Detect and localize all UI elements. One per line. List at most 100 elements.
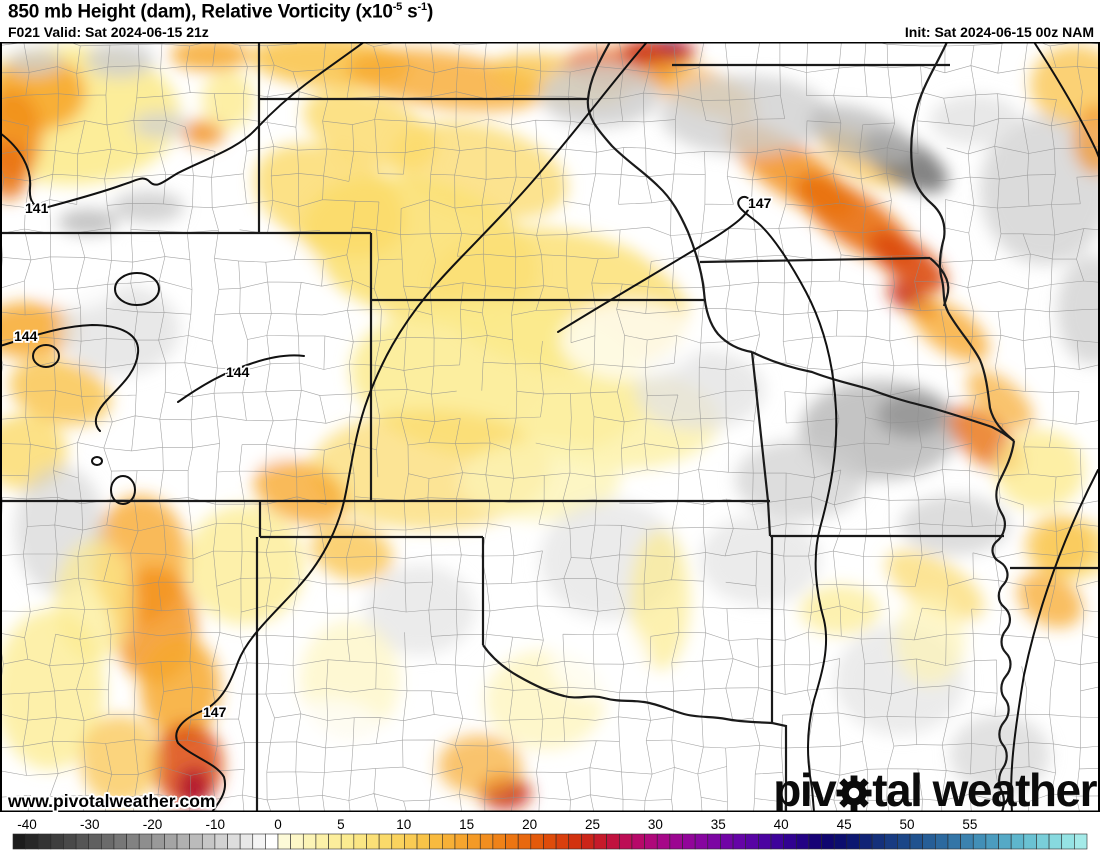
height-contour	[1010, 469, 1099, 812]
colorbar-tick-label: 10	[396, 817, 411, 832]
vorticity-blob	[438, 735, 522, 795]
height-contour	[557, 195, 838, 812]
colorbar-cell	[12, 833, 26, 850]
closed-height-contour	[91, 456, 103, 466]
logo-text-left: piv	[773, 764, 836, 816]
river-border	[929, 257, 950, 307]
colorbar-canvas: -40 -30 -20 -10 0 5 10 15 20 25 30 35 40 45 50 55	[12, 817, 1088, 850]
contour-label: 147	[748, 195, 772, 211]
colorbar-tick-label: 5	[337, 817, 345, 832]
colorbar-tick-label: 40	[774, 817, 789, 832]
colorbar-cell	[517, 833, 532, 850]
colorbar-cell	[391, 833, 405, 850]
colorbar-cell	[606, 833, 620, 850]
contour-label: 144	[226, 364, 250, 380]
vorticity-blob	[900, 495, 1010, 555]
colorbar-cell	[1036, 833, 1050, 850]
height-contour	[0, 323, 140, 432]
colorbar-cell	[631, 833, 645, 850]
vorticity-blob	[0, 140, 30, 200]
colorbar-cell	[467, 833, 481, 850]
colorbar-cell	[909, 833, 923, 850]
colorbar-cell	[859, 833, 873, 850]
colorbar-cell	[429, 833, 443, 850]
vorticity-blob	[40, 250, 120, 310]
colorbar-cell	[353, 833, 367, 850]
colorbar-cell	[618, 833, 633, 850]
vorticity-blob	[0, 302, 76, 358]
height-contour	[0, 42, 365, 209]
colorbar-cell	[795, 833, 810, 850]
colorbar-cell	[75, 833, 90, 850]
vorticity-blob	[178, 768, 210, 808]
vorticity-blob	[185, 235, 325, 325]
vorticity-blob	[365, 565, 475, 655]
vorticity-blob	[270, 700, 390, 790]
colorbar-cell	[998, 833, 1012, 850]
vorticity-blob	[181, 120, 225, 146]
vorticity-blob	[132, 112, 188, 138]
vorticity-fill-layer	[0, 42, 1100, 810]
colorbar-cell	[416, 833, 430, 850]
colorbar-cell	[227, 833, 241, 850]
county-grid	[0, 42, 1100, 812]
closed-height-contour	[110, 475, 136, 505]
colorbar-cell	[947, 833, 961, 850]
colorbar-cell	[290, 833, 304, 850]
colorbar-cell	[479, 833, 494, 850]
colorbar-cell	[151, 833, 165, 850]
vorticity-blob	[809, 104, 915, 166]
state-border	[770, 536, 788, 812]
colorbar-cell	[492, 833, 506, 850]
colorbar-tick-label: 25	[585, 817, 600, 832]
colorbar-cell	[669, 833, 683, 850]
closed-height-contour	[32, 344, 60, 368]
colorbar-cell	[189, 833, 203, 850]
colorbar-cell	[682, 833, 696, 850]
state-border	[699, 256, 931, 264]
contour-label: 141	[25, 200, 49, 216]
colorbar-cell	[265, 833, 279, 850]
map-frame	[0, 41, 1100, 813]
river-border	[482, 644, 773, 725]
height-contours-layer	[0, 42, 1100, 812]
vorticity-blob	[1017, 572, 1083, 628]
state-border	[766, 500, 772, 537]
colorbar-cell	[530, 833, 544, 850]
vorticity-blob	[195, 395, 305, 465]
height-contour	[1033, 42, 1100, 161]
vorticity-blob	[995, 430, 1085, 510]
colorbar-cell	[340, 833, 355, 850]
vorticity-blob	[9, 358, 111, 426]
colorbar-tick-label: 20	[522, 817, 537, 832]
colorbar-cell	[164, 833, 178, 850]
colorbar-cell	[745, 833, 759, 850]
colorbar-tick-label: -30	[80, 817, 100, 832]
colorbar-cell	[783, 833, 797, 850]
colorbar-cell	[113, 833, 127, 850]
colorbar-cell	[846, 833, 860, 850]
colorbar-cell	[1074, 833, 1088, 850]
colorbar-cell	[581, 833, 595, 850]
vorticity-blob	[930, 95, 1020, 145]
river-border	[751, 351, 1015, 442]
gear-icon	[836, 775, 872, 811]
colorbar-cell	[568, 833, 582, 850]
colorbar-cell	[732, 833, 747, 850]
colorbar: -40 -30 -20 -10 0 5 10 15 20 25 30 35 40 45 50 55	[0, 812, 1100, 850]
colorbar-cell	[871, 833, 886, 850]
colorbar-cell	[707, 833, 721, 850]
colorbar-cell	[808, 833, 822, 850]
vorticity-blob	[877, 393, 947, 437]
colorbar-cell	[315, 833, 329, 850]
title-exponent: -1	[417, 1, 428, 13]
contour-label: 144	[14, 328, 38, 344]
valid-time-label: F021 Valid: Sat 2024-06-15 21z	[8, 24, 209, 40]
vorticity-blob	[660, 42, 684, 51]
colorbar-cell	[1061, 833, 1075, 850]
colorbar-cell	[239, 833, 254, 850]
vorticity-blob	[911, 298, 989, 362]
colorbar-cell	[656, 833, 671, 850]
vorticity-blob	[86, 42, 154, 78]
vorticity-blob	[980, 115, 1100, 265]
